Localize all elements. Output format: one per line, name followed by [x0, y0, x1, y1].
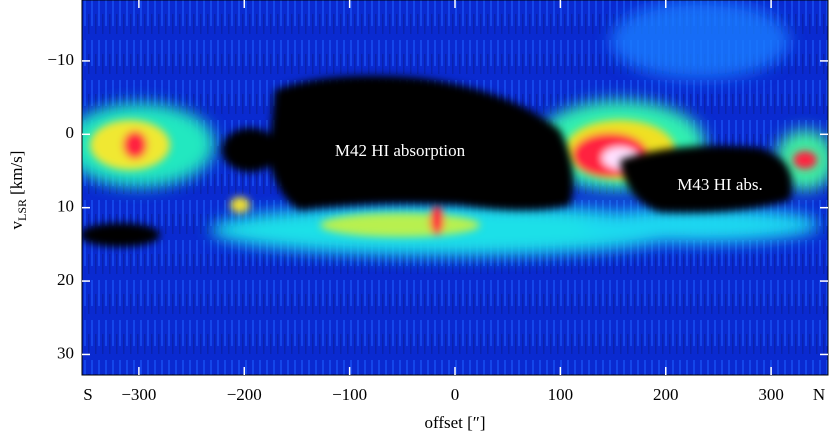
y-axis-label-unit: [km/s] [7, 151, 26, 195]
annotation: M43 HI abs. [677, 175, 762, 194]
y-axis-label-main: v [7, 220, 26, 229]
x-tick-label: 200 [653, 385, 679, 404]
annotation: M42 HI absorption [335, 141, 466, 160]
y-tick-label: −10 [47, 50, 74, 69]
intensity-map [82, 0, 828, 375]
x-end-label: S [83, 385, 92, 404]
x-tick-label: −200 [227, 385, 262, 404]
y-tick-label: 20 [57, 270, 74, 289]
x-tick-label: −100 [332, 385, 367, 404]
x-tick-label: −300 [121, 385, 156, 404]
y-axis-label: vLSR [km/s] [7, 151, 29, 230]
x-axis-label: offset [″] [424, 413, 485, 432]
x-tick-label: 100 [548, 385, 574, 404]
y-axis-label-subscript: LSR [15, 199, 29, 221]
y-tick-label: 30 [57, 343, 74, 362]
x-tick-label: 300 [758, 385, 784, 404]
y-tick-label: 0 [66, 123, 75, 142]
y-tick-label: 10 [57, 197, 74, 216]
x-tick-label: 0 [451, 385, 460, 404]
x-end-label: N [813, 385, 825, 404]
